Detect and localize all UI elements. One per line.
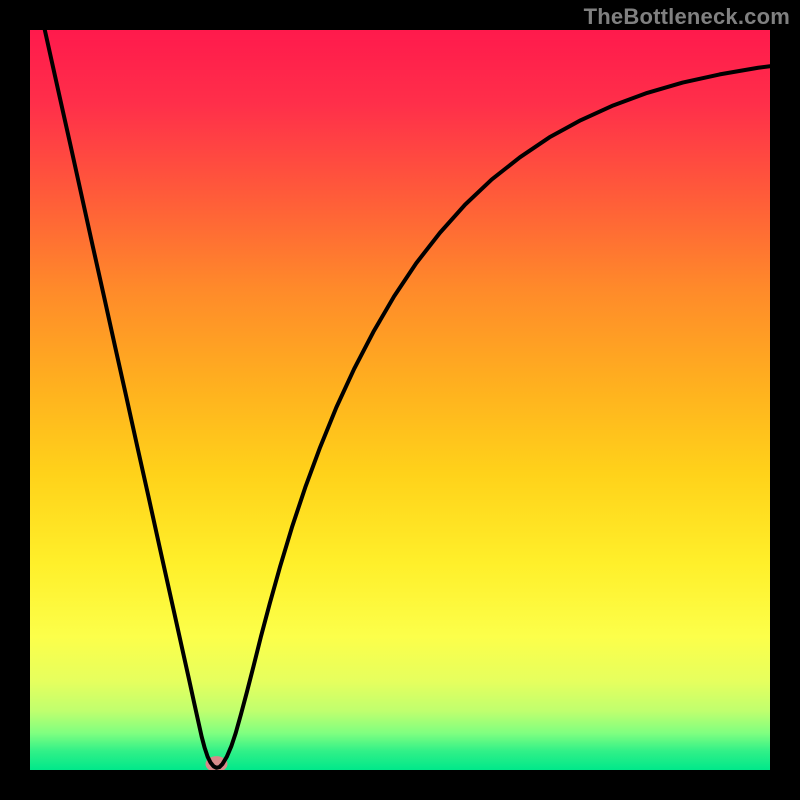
plot-svg (30, 30, 770, 770)
plot-area (30, 30, 770, 770)
gradient-background (30, 30, 770, 770)
chart-container: TheBottleneck.com (0, 0, 800, 800)
watermark-text: TheBottleneck.com (584, 4, 790, 30)
